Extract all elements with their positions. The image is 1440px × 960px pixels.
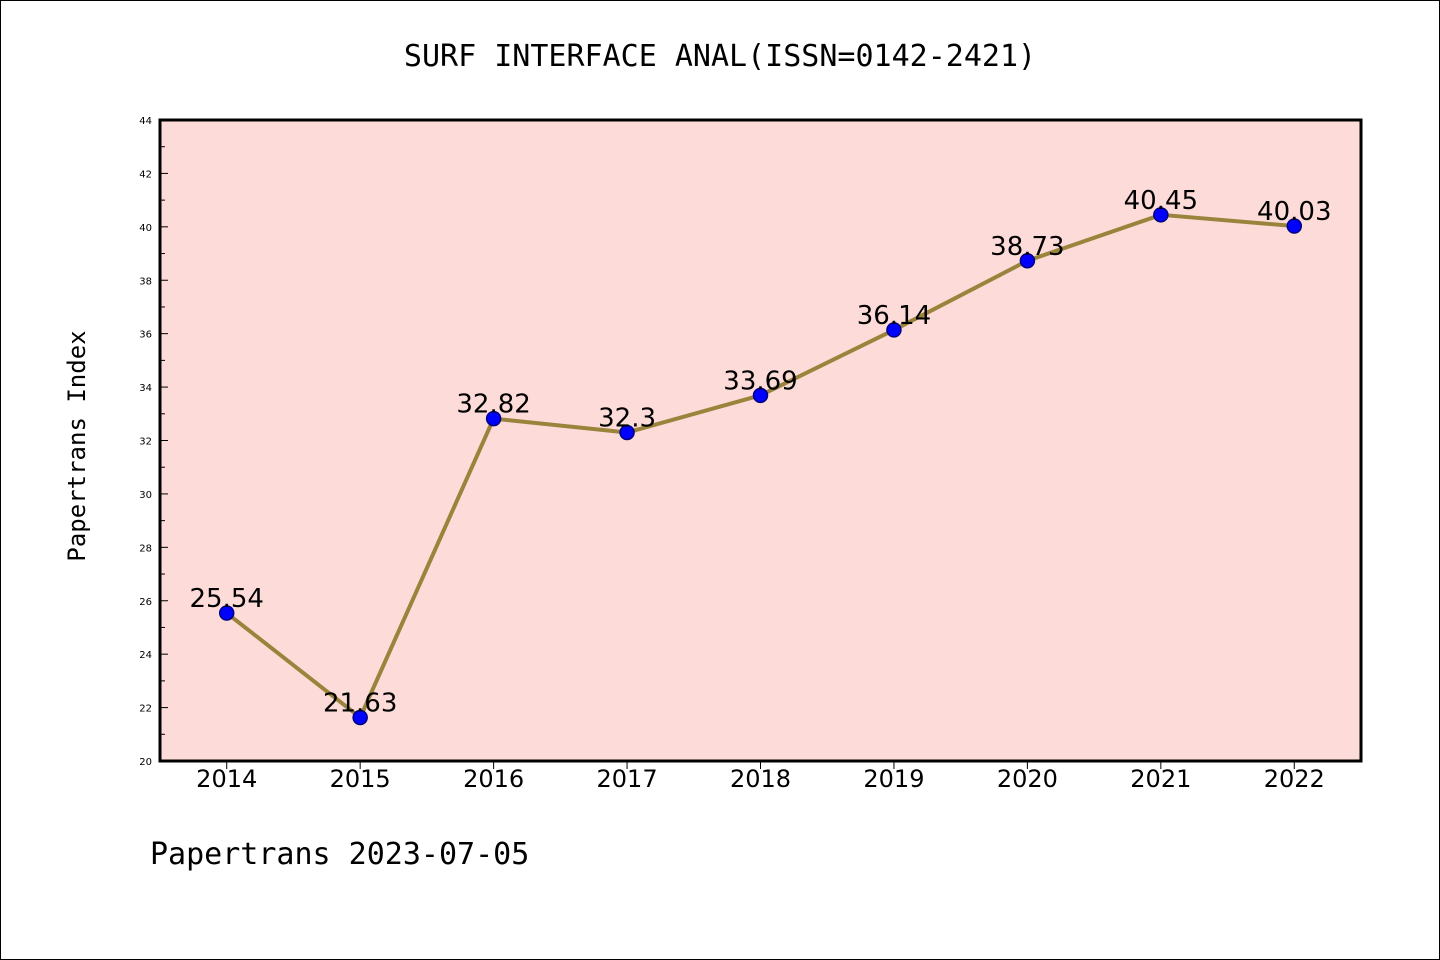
y-tick-label: 36 (139, 330, 152, 341)
y-axis-label: Papertrans Index (63, 330, 91, 561)
x-tick-label: 2014 (196, 765, 257, 793)
data-point (1019, 253, 1036, 269)
chart-title: SURF INTERFACE ANAL(ISSN=0142-2421) (404, 39, 1036, 74)
y-tick-label: 32 (139, 437, 152, 448)
data-point (352, 709, 368, 726)
data-label: 38.73 (990, 232, 1064, 262)
data-label: 32.82 (456, 390, 530, 420)
data-label: 40.03 (1257, 197, 1331, 227)
data-label: 21.63 (323, 688, 397, 718)
y-tick-label: 34 (139, 383, 152, 394)
y-tick-label: 26 (139, 597, 152, 608)
x-tick-label: 2021 (1130, 765, 1191, 793)
y-tick-label: 38 (139, 276, 152, 287)
x-tick-label: 2015 (330, 765, 391, 793)
y-tick-label: 28 (139, 543, 152, 554)
data-label: 40.45 (1124, 186, 1198, 216)
data-point (1286, 218, 1303, 234)
data-label: 36.14 (857, 301, 931, 331)
data-label: 32.3 (598, 403, 656, 433)
series-layer (218, 207, 1303, 726)
x-tick-label: 2016 (463, 765, 524, 793)
x-tick-label: 2018 (730, 765, 791, 793)
x-tick-label: 2019 (863, 765, 924, 793)
y-tick-label: 20 (139, 757, 152, 768)
data-labels: 25.54 21.63 32.82 32.3 33.69 36.14 38.73 40.45 4… (190, 186, 1332, 719)
data-point (485, 410, 502, 427)
x-tick-label: 2020 (997, 765, 1058, 793)
plot-border (158, 118, 1363, 763)
y-tick-label: 42 (139, 169, 152, 180)
y-tick-label: 44 (139, 116, 152, 127)
x-axis: 2014 2015 2016 2017 2018 2019 2020 2021 2022 (196, 761, 1325, 793)
y-tick-label: 24 (139, 650, 152, 661)
footer-text: Papertrans 2023-07-05 (150, 837, 529, 872)
y-tick-label: 30 (139, 490, 152, 501)
plot-area (160, 120, 1361, 761)
x-tick-label: 2017 (597, 765, 658, 793)
data-point (886, 322, 902, 338)
data-point (218, 605, 235, 621)
y-tick-label: 40 (139, 223, 152, 234)
y-tick-label: 22 (139, 704, 152, 715)
x-tick-label: 2022 (1264, 765, 1325, 793)
data-point (1153, 207, 1169, 223)
data-point (619, 424, 635, 441)
data-label: 33.69 (723, 366, 797, 396)
data-label: 25.54 (190, 584, 264, 614)
data-point (752, 387, 769, 404)
